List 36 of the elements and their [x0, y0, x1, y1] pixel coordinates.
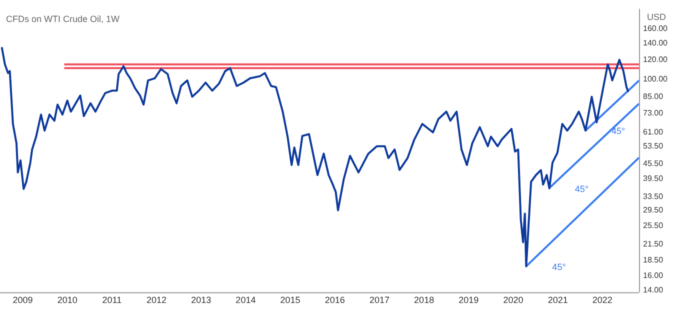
y-tick-label: 160.00	[643, 24, 668, 34]
x-tick-label: 2021	[548, 295, 568, 306]
text: CFDs on WTI Crude Oil, 1W	[6, 14, 120, 24]
y-tick-label: 120.00	[643, 54, 668, 64]
x-tick-label: 2012	[146, 295, 167, 306]
x-tick-label: 2019	[458, 295, 479, 306]
y-tick-label: 29.50	[643, 206, 664, 215]
x-tick-label: 2022	[592, 295, 612, 306]
x-tick-label: 2017	[369, 295, 390, 306]
x-tick-label: 2015	[280, 295, 300, 306]
y-tick-label: 61.00	[643, 128, 664, 137]
x-tick-label: 2016	[324, 295, 345, 306]
x-tick-label: 2010	[57, 295, 78, 306]
x-tick-label: 2018	[414, 295, 434, 306]
x-tick-label: 2020	[503, 295, 524, 306]
y-tick-label: 53.50	[643, 142, 664, 151]
y-axis-title: USD	[647, 12, 666, 22]
x-tick-label: 2011	[102, 295, 122, 306]
y-tick-label: 100.00	[643, 74, 668, 84]
y-tick-label: 45.50	[643, 159, 664, 168]
y-tick-label: 39.50	[643, 174, 664, 184]
y-tick-label: 140.00	[643, 38, 668, 48]
y-tick-label: 73.00	[643, 108, 664, 118]
x-tick-label: 2009	[12, 295, 33, 306]
y-tick-label: 18.50	[643, 256, 664, 265]
x-tick-label: 2013	[191, 295, 212, 306]
annotation: 45°	[611, 126, 626, 136]
y-tick-label: 33.50	[643, 192, 664, 201]
annotation: 45°	[574, 184, 589, 194]
y-tick-label: 25.50	[643, 221, 664, 230]
y-tick-label: 16.00	[643, 271, 664, 280]
y-tick-label: 85.00	[643, 92, 664, 101]
x-tick-label: 2014	[236, 295, 256, 306]
y-tick-label: 21.50	[643, 239, 664, 248]
annotation: 45°	[552, 262, 566, 272]
y-tick-label: 14.00	[643, 285, 664, 294]
